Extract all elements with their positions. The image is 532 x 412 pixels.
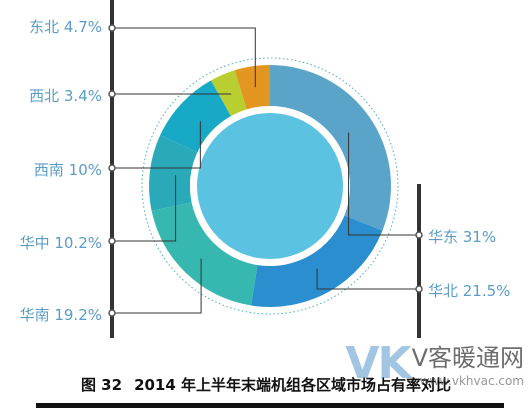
caption-rule — [36, 403, 504, 408]
figure-number: 图 32 — [80, 376, 123, 394]
leader-line-0 — [348, 132, 419, 236]
leader-line-6 — [112, 27, 256, 88]
watermark-logo: VK — [345, 338, 411, 389]
leader-dot-3 — [108, 237, 116, 245]
slice-5 — [211, 70, 247, 117]
center-disc — [197, 113, 343, 259]
slice-label-6: 东北 4.7% — [29, 18, 102, 36]
leader-lines — [108, 0, 423, 338]
slice-label-5: 西北 3.4% — [29, 87, 102, 105]
leader-dot-5 — [108, 90, 116, 98]
market-share-donut-chart: 华东 31% 华北 21.5% 华南 19.2% 华中 10.2% 西南 10% 西北 3… — [20, 0, 511, 338]
figure-title: 2014 年上半年末端机组各区域市场占有率对比 — [134, 376, 452, 394]
leader-dot-6 — [108, 24, 116, 32]
watermark-url: www.vkhvac.com — [419, 374, 524, 388]
leader-dot-4 — [108, 164, 116, 172]
donut-slices — [141, 57, 399, 315]
leader-line-3 — [112, 175, 177, 242]
slice-label-0: 华东 31% — [428, 228, 496, 246]
slice-label-4: 西南 10% — [34, 161, 102, 179]
slice-2 — [151, 202, 258, 306]
watermark: VKV客暖通网 www.vkhvac.com — [345, 338, 524, 389]
outer-guide-ring — [141, 57, 399, 315]
figure-caption: 图 32 2014 年上半年末端机组各区域市场占有率对比 — [0, 374, 532, 395]
leader-dot-2 — [108, 309, 116, 317]
slice-6 — [234, 65, 270, 110]
leader-line-4 — [112, 121, 201, 169]
leader-dot-1 — [415, 285, 423, 293]
slice-1 — [251, 215, 383, 307]
slice-0 — [270, 65, 391, 231]
slice-labels: 华东 31% 华北 21.5% 华南 19.2% 华中 10.2% 西南 10% 西北 3… — [20, 18, 511, 324]
slice-label-3: 华中 10.2% — [20, 234, 102, 252]
leader-line-1 — [316, 268, 419, 290]
leader-line-2 — [112, 258, 202, 314]
slice-4 — [160, 80, 232, 153]
slice-3 — [149, 135, 198, 211]
slice-label-2: 华南 19.2% — [20, 306, 102, 324]
watermark-site-name: V客暖通网 — [411, 344, 524, 372]
slice-label-1: 华北 21.5% — [428, 282, 510, 300]
leader-dot-0 — [415, 231, 423, 239]
